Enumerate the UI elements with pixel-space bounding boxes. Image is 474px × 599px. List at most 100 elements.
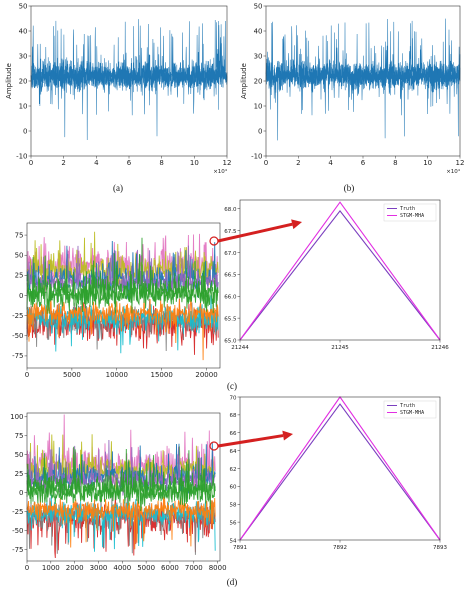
x-tick-label: 2000 xyxy=(66,564,84,572)
x-tick-label: 15000 xyxy=(151,371,173,379)
x-tick-label: 8000 xyxy=(209,564,227,572)
y-tick-label: 62 xyxy=(230,467,237,473)
arrow-shaft xyxy=(217,222,293,243)
x-tick-label: 0 xyxy=(25,371,29,379)
panel-c-multiseries-chart: 0 5000 10000 15000 20000 -75 -50 -25 0 25 50 75 xyxy=(12,222,221,379)
y-tick-label: 64 xyxy=(230,449,237,455)
y-tick-label: 60 xyxy=(230,485,237,491)
panel-label-b: (b) xyxy=(344,183,355,193)
x-tick-label: 8 xyxy=(159,159,163,167)
y-tick-label: -75 xyxy=(12,352,23,360)
y-tick-label: 0 xyxy=(19,489,23,497)
amplitude-band xyxy=(265,59,461,95)
x-tick-label: 10 xyxy=(423,159,432,167)
y-tick-label: 65.0 xyxy=(224,338,237,344)
x-multiplier: ×10⁴ xyxy=(446,168,461,175)
y-tick-label: 30 xyxy=(254,52,263,60)
x-tick-label: 7891 xyxy=(233,545,247,551)
y-tick-label: 75 xyxy=(15,432,24,440)
x-tick-label: 4000 xyxy=(113,564,131,572)
series-line-10 xyxy=(26,448,216,512)
legend-label: Truth xyxy=(400,206,415,212)
x-multiplier: ×10⁴ xyxy=(213,168,228,175)
y-tick-label: 40 xyxy=(254,27,263,35)
x-tick-label: 0 xyxy=(25,564,29,572)
y-tick-label: 50 xyxy=(15,451,24,459)
y-tick-label: 0 xyxy=(19,292,23,300)
x-tick-label: 20000 xyxy=(195,371,217,379)
y-tick-label: 56 xyxy=(230,520,237,526)
y-tick-label: 20 xyxy=(19,77,28,85)
y-tick-label: 25 xyxy=(15,470,24,478)
y-tick-label: -25 xyxy=(12,312,23,320)
y-tick-label: 70 xyxy=(230,395,237,401)
x-tick-label: 0 xyxy=(264,159,268,167)
x-tick-label: 21245 xyxy=(331,345,349,351)
arrow-shaft xyxy=(217,434,284,448)
panel-label-c: (c) xyxy=(227,381,237,391)
y-tick-label: 50 xyxy=(19,2,28,10)
y-tick-label: 75 xyxy=(15,231,24,239)
y-tick-label: 66.5 xyxy=(224,273,237,279)
series-line-truth xyxy=(239,403,441,541)
zoom-source-circle xyxy=(209,236,219,246)
x-tick-label: 7892 xyxy=(333,545,347,551)
legend-label: STGM-MHA xyxy=(400,213,424,219)
series-line-stgm-mha xyxy=(239,396,441,541)
y-tick-label: 100 xyxy=(10,413,23,421)
y-axis-label: Amplitude xyxy=(5,63,13,99)
y-tick-label: -10 xyxy=(251,152,262,160)
y-tick-label: 0 xyxy=(23,127,27,135)
panel-d-zoom-chart: 7891 7892 7893 54 56 58 60 62 64 66 68 70 TruthSTGM-… xyxy=(230,395,448,551)
x-tick-label: 4 xyxy=(328,159,333,167)
zoom-frame xyxy=(239,396,441,541)
y-tick-label: -50 xyxy=(12,527,23,535)
y-tick-label: 67.0 xyxy=(224,251,237,257)
y-tick-label: -75 xyxy=(12,546,23,554)
x-tick-label: 5000 xyxy=(63,371,81,379)
x-tick-label: 10000 xyxy=(106,371,128,379)
panel-c-zoom-chart: 21244 21245 21246 65.0 65.5 66.0 66.5 67.0 67.5 6… xyxy=(224,199,449,351)
x-tick-label: 0 xyxy=(29,159,33,167)
x-tick-label: 4 xyxy=(94,159,99,167)
x-tick-label: 2 xyxy=(296,159,300,167)
series-line-stgm-mha xyxy=(239,201,441,341)
y-tick-label: 58 xyxy=(230,503,237,509)
y-tick-label: 10 xyxy=(254,102,263,110)
x-tick-label: 1000 xyxy=(42,564,60,572)
series-line-6 xyxy=(26,495,216,550)
series-line-10 xyxy=(26,257,219,314)
x-tick-label: 21246 xyxy=(431,345,449,351)
y-tick-label: 50 xyxy=(254,2,263,10)
y-tick-label: 67.5 xyxy=(224,229,237,235)
y-tick-label: -50 xyxy=(12,332,23,340)
y-tick-label: 30 xyxy=(19,52,28,60)
x-tick-label: 3000 xyxy=(90,564,108,572)
y-tick-label: 54 xyxy=(230,538,237,544)
legend-label: Truth xyxy=(400,403,415,409)
arrow-head xyxy=(282,430,293,441)
x-tick-label: 7893 xyxy=(433,545,447,551)
y-tick-label: 25 xyxy=(15,272,24,280)
multiseries-frame xyxy=(26,412,221,562)
y-tick-label: 66.0 xyxy=(224,295,237,301)
x-tick-label: 8 xyxy=(393,159,397,167)
x-tick-label: 6 xyxy=(361,159,366,167)
y-tick-label: 20 xyxy=(254,77,263,85)
x-tick-label: 6000 xyxy=(161,564,179,572)
panel-label-d: (d) xyxy=(227,577,238,587)
y-tick-label: 68 xyxy=(230,413,237,419)
series-line-6 xyxy=(26,295,219,361)
x-tick-label: 5000 xyxy=(137,564,155,572)
arrow-head xyxy=(291,219,302,230)
x-tick-label: 7000 xyxy=(185,564,203,572)
zoom-arrows xyxy=(209,219,302,451)
x-tick-label: 12 xyxy=(223,159,232,167)
y-tick-label: 65.5 xyxy=(224,316,237,322)
legend-label: STGM-MHA xyxy=(400,410,424,416)
x-tick-label: 6 xyxy=(127,159,132,167)
x-tick-label: 10 xyxy=(190,159,199,167)
zoom-source-circle xyxy=(209,441,219,451)
